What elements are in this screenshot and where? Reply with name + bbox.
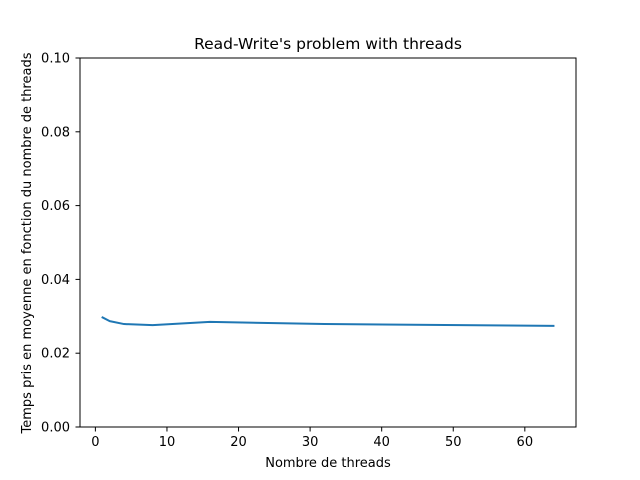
x-tick-label: 30: [302, 435, 319, 450]
x-tick-label: 60: [517, 435, 534, 450]
x-tick-label: 50: [445, 435, 462, 450]
x-tick-label: 10: [159, 435, 176, 450]
x-tick-label: 20: [230, 435, 247, 450]
y-tick-label: 0.10: [41, 52, 70, 67]
y-tick-label: 0.00: [41, 421, 70, 436]
x-axis: 0 10 20 30 40 50 60: [91, 427, 533, 450]
y-tick-label: 0.02: [41, 347, 70, 362]
y-axis: 0.00 0.02 0.04 0.06 0.08 0.10: [41, 52, 80, 436]
x-axis-label: Nombre de threads: [265, 456, 391, 471]
chart-title: Read-Write's problem with threads: [194, 35, 462, 53]
y-tick-label: 0.08: [41, 125, 70, 140]
y-tick-label: 0.04: [41, 273, 70, 288]
x-tick-label: 40: [373, 435, 390, 450]
plot-area: [79, 57, 577, 428]
series-line: [101, 316, 555, 327]
y-tick-label: 0.06: [41, 199, 70, 214]
axes-frame: [79, 57, 577, 428]
x-tick-label: 0: [91, 435, 99, 450]
y-axis-label: Temps pris en moyenne en fonction du nom…: [20, 52, 35, 434]
